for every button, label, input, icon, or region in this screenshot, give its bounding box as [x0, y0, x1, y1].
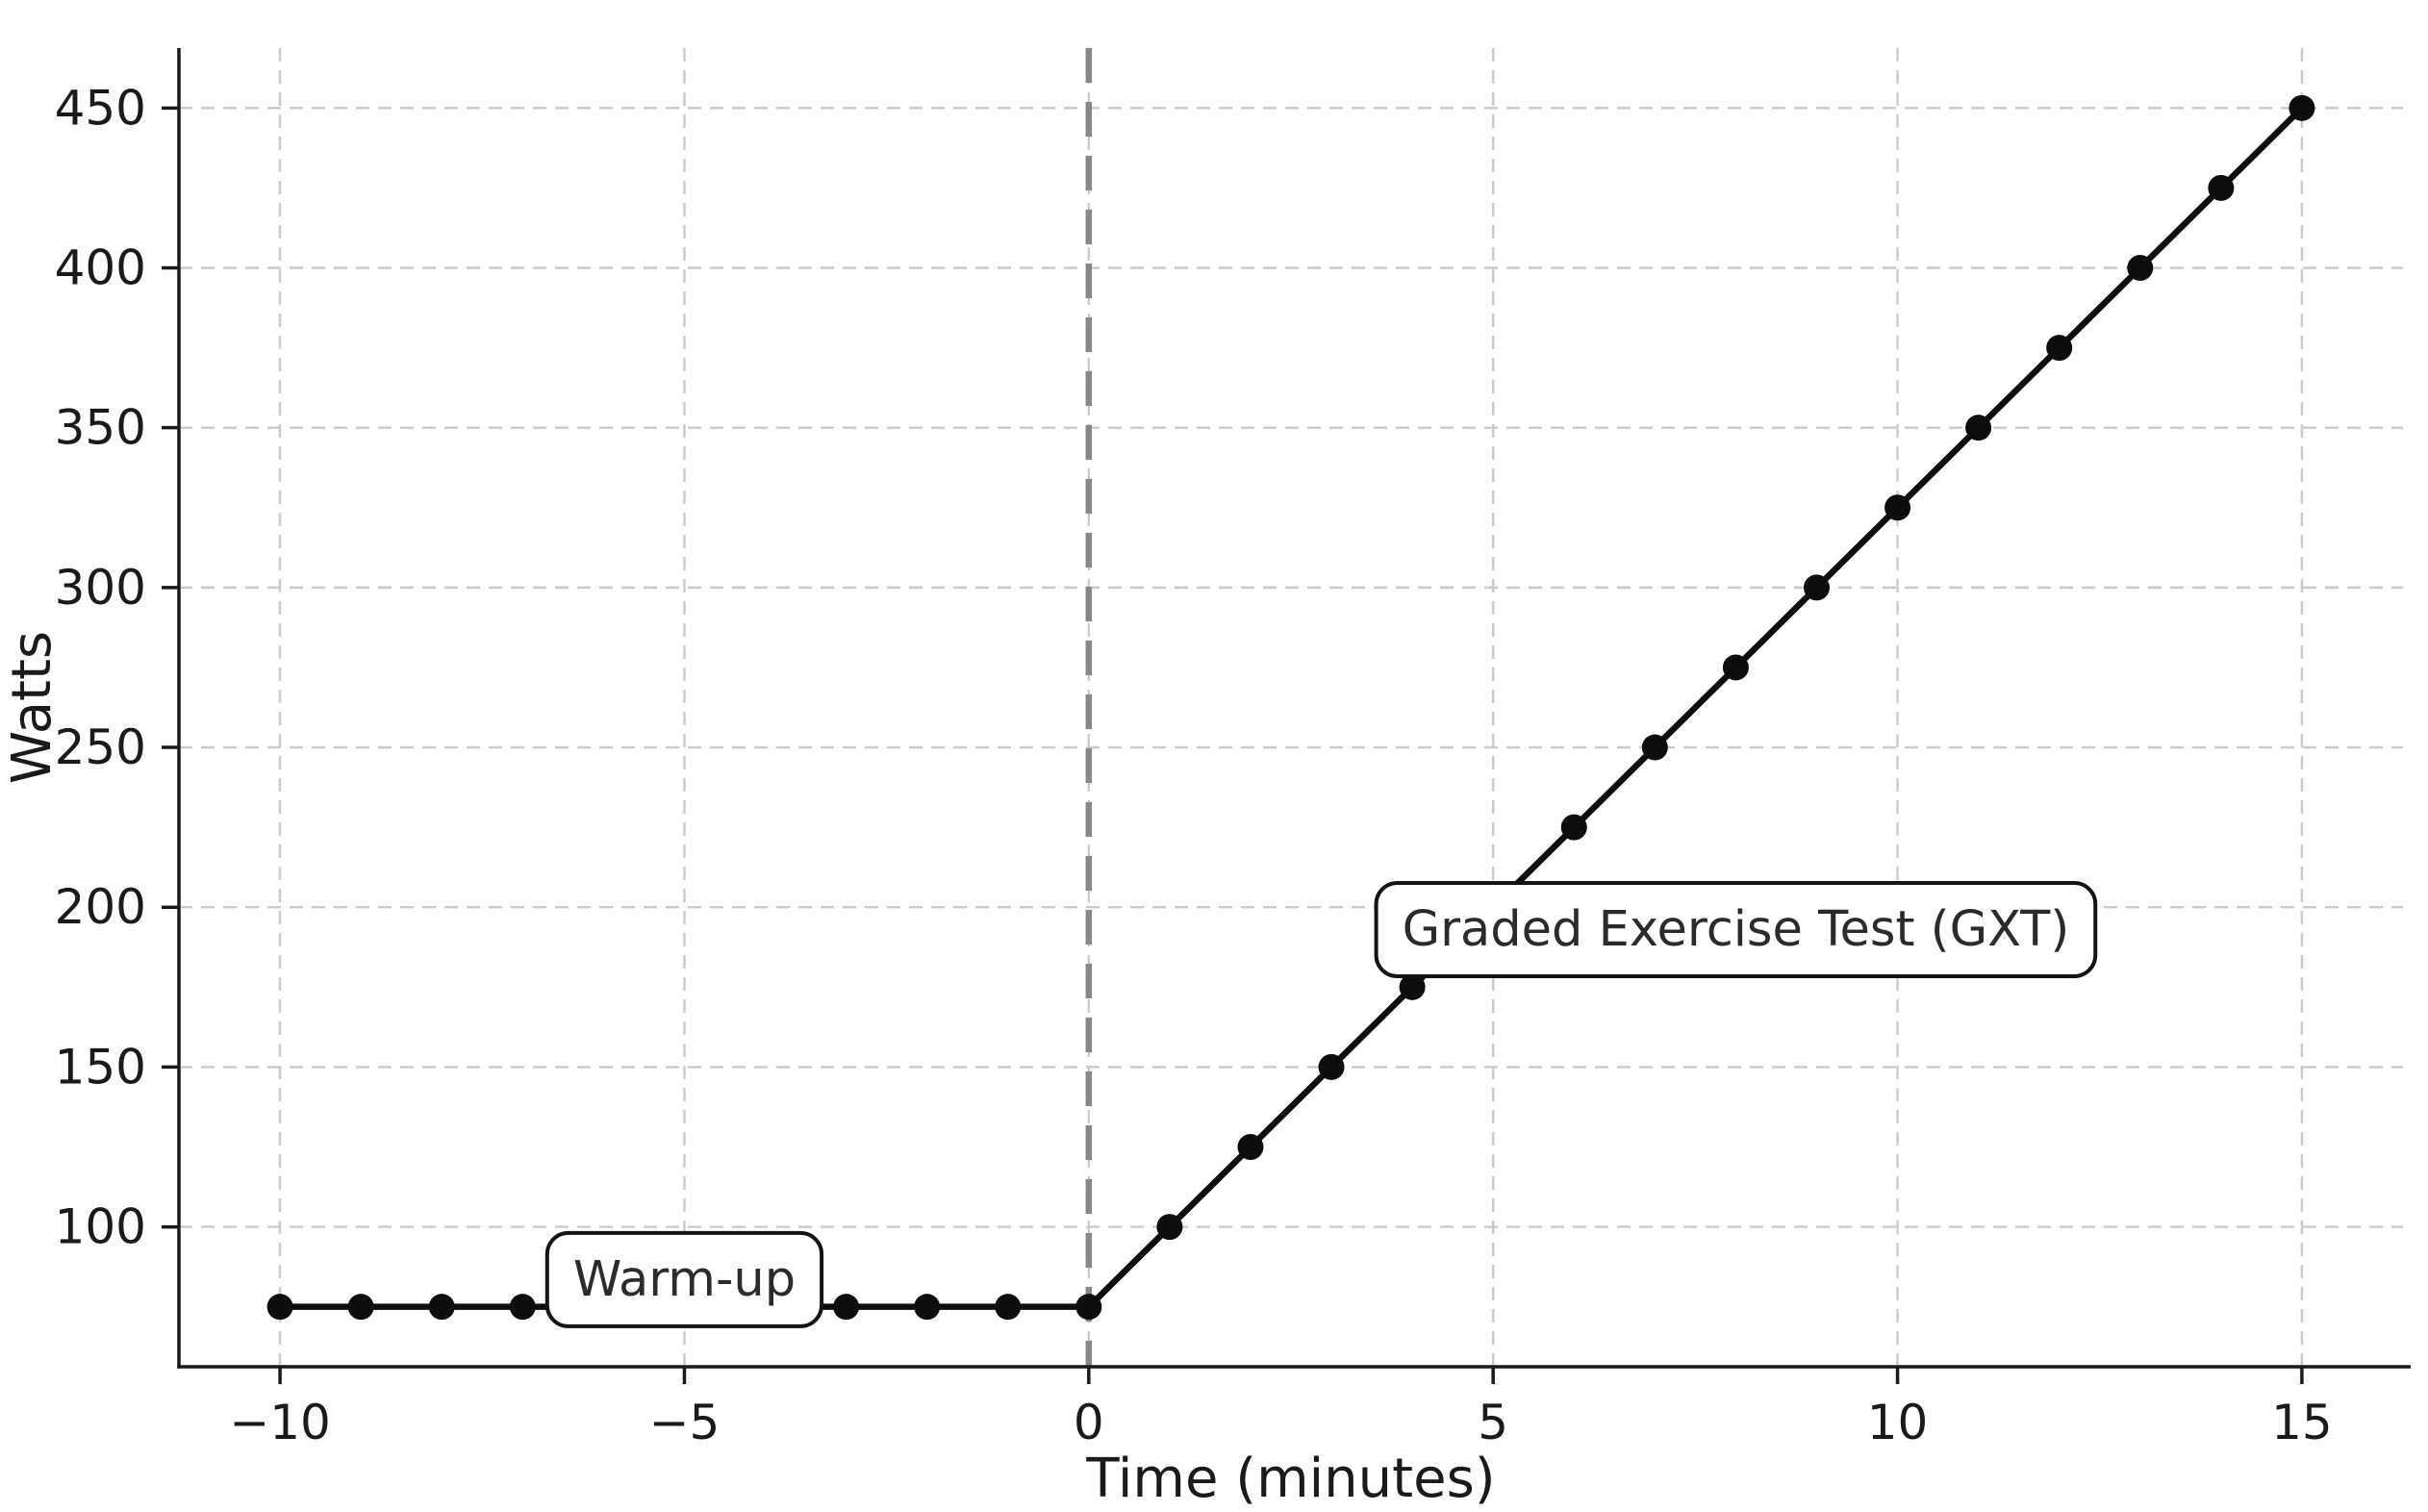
data-point: [1237, 1134, 1264, 1160]
data-point: [1075, 1294, 1102, 1321]
x-axis-label: Time (minutes): [1085, 1448, 1495, 1510]
x-tick-labels: −10 −5 0 5 10 15: [229, 1395, 2332, 1450]
data-point: [1641, 734, 1668, 761]
grid-layer: [179, 48, 2403, 1367]
x-tick-label: −5: [649, 1395, 721, 1450]
data-point: [1560, 814, 1587, 841]
y-tick-label: 350: [55, 400, 146, 456]
y-tick-label: 250: [55, 719, 146, 775]
y-tick-label: 400: [55, 240, 146, 296]
y-tick-label: 100: [55, 1199, 146, 1255]
data-point: [995, 1294, 1022, 1321]
data-point: [2046, 335, 2073, 362]
tick-marks: [162, 106, 2304, 1384]
data-point: [1156, 1214, 1183, 1241]
data-point: [914, 1294, 941, 1321]
annotation-box: [544, 1230, 824, 1328]
gxt-annotation: Graded Exercise Test (GXT): [1374, 880, 2098, 978]
data-point: [1399, 973, 1426, 1000]
annotation-text: Graded Exercise Test (GXT): [1403, 901, 2070, 958]
x-tick-label: 5: [1478, 1395, 1508, 1450]
data-point: [509, 1294, 536, 1321]
data-point: [1884, 494, 1911, 521]
data-point: [833, 1294, 860, 1321]
data-point: [2208, 174, 2235, 201]
x-tick-label: 0: [1074, 1395, 1104, 1450]
y-tick-label: 200: [55, 879, 146, 935]
data-point: [266, 1294, 293, 1321]
data-point: [1722, 654, 1749, 681]
y-axis-label: Watts: [1, 631, 63, 784]
data-point: [2289, 94, 2315, 121]
warmup-annotation: Warm-up: [544, 1230, 824, 1328]
annotation-text: Warm-up: [573, 1251, 796, 1308]
data-point: [428, 1294, 455, 1321]
y-tick-labels: 100 150 200 250 300 350 400 450: [55, 80, 146, 1254]
data-point: [1965, 415, 1992, 441]
x-tick-label: 10: [1867, 1395, 1929, 1450]
y-tick-label: 150: [55, 1039, 146, 1095]
x-tick-label: 15: [2271, 1395, 2333, 1450]
y-tick-label: 300: [55, 560, 146, 616]
x-tick-label: −10: [229, 1395, 331, 1450]
data-point: [347, 1294, 374, 1321]
y-tick-label: 450: [55, 80, 146, 136]
annotation-box: [1374, 880, 2098, 978]
data-point: [1803, 574, 1830, 601]
data-point: [2127, 255, 2154, 281]
data-point: [1318, 1053, 1345, 1080]
